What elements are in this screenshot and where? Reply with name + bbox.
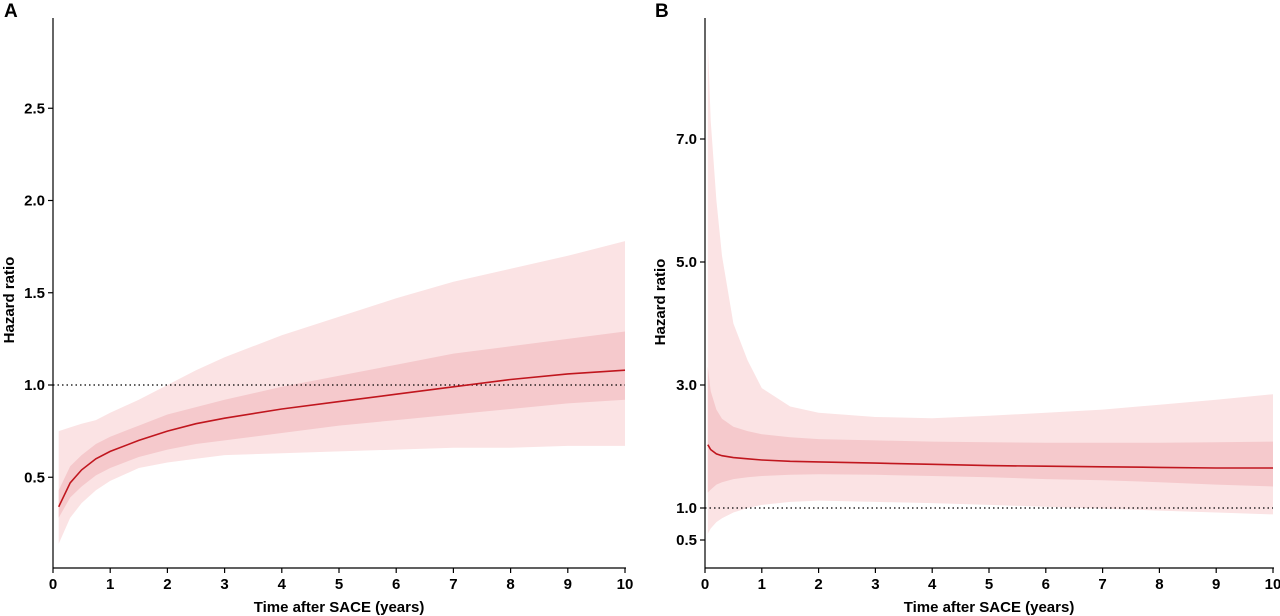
x-tick-label: 5 — [335, 576, 343, 593]
panel-label: A — [4, 1, 18, 22]
x-tick-label: 5 — [985, 576, 993, 593]
x-tick-label: 2 — [163, 576, 171, 593]
ci-inner-band — [707, 366, 1273, 493]
x-tick-label: 8 — [1155, 576, 1163, 593]
y-axis-title: Hazard ratio — [1, 257, 18, 344]
panel-b: 0 1 2 3 4 5 6 7 8 9 10 0.5 1.0 3.0 5.0 7.0 Time after SA… — [652, 1, 1280, 616]
y-tick-label: 0.5 — [676, 532, 697, 549]
x-tick-label: 3 — [220, 576, 228, 593]
hazard-ratio-line — [707, 444, 1273, 469]
x-axis-title: Time after SACE (years) — [904, 599, 1075, 616]
y-tick-label: 2.5 — [24, 100, 45, 117]
x-tick-label: 4 — [928, 576, 937, 593]
y-axis-title: Hazard ratio — [652, 259, 669, 346]
y-tick-label: 1.0 — [676, 500, 697, 517]
x-tick-label: 2 — [814, 576, 822, 593]
y-tick-label: 1.5 — [24, 285, 45, 302]
x-tick-label: 6 — [392, 576, 400, 593]
x-tick-label: 10 — [617, 576, 634, 593]
x-tick-label: 1 — [106, 576, 114, 593]
x-tick-label: 8 — [506, 576, 514, 593]
x-tick-label: 9 — [564, 576, 572, 593]
hazard-ratio-line — [57, 369, 626, 508]
x-tick-label: 7 — [1098, 576, 1106, 593]
x-tick-label: 6 — [1042, 576, 1050, 593]
x-tick-label: 4 — [278, 576, 287, 593]
y-tick-label: 5.0 — [676, 254, 697, 271]
ci-inner-band — [58, 331, 625, 518]
y-tick-label: 1.0 — [24, 377, 45, 394]
x-tick-label: 0 — [701, 576, 709, 593]
y-tick-label: 0.5 — [24, 469, 45, 486]
x-tick-label: 0 — [49, 576, 57, 593]
panel-label: B — [655, 1, 669, 22]
x-axis-title: Time after SACE (years) — [254, 599, 425, 616]
x-tick-label: 3 — [871, 576, 879, 593]
y-tick-label: 3.0 — [676, 377, 697, 394]
x-tick-label: 1 — [758, 576, 766, 593]
x-tick-label: 9 — [1212, 576, 1220, 593]
y-tick-label: 7.0 — [676, 131, 697, 148]
panel-a: 0 1 2 3 4 5 6 7 8 9 10 0.5 1.0 1.5 2.0 2.5 Time after SA… — [1, 1, 633, 616]
y-tick-label: 2.0 — [24, 193, 45, 210]
x-tick-label: 10 — [1265, 576, 1280, 593]
ci-outer-band — [707, 40, 1273, 534]
x-tick-label: 7 — [449, 576, 457, 593]
